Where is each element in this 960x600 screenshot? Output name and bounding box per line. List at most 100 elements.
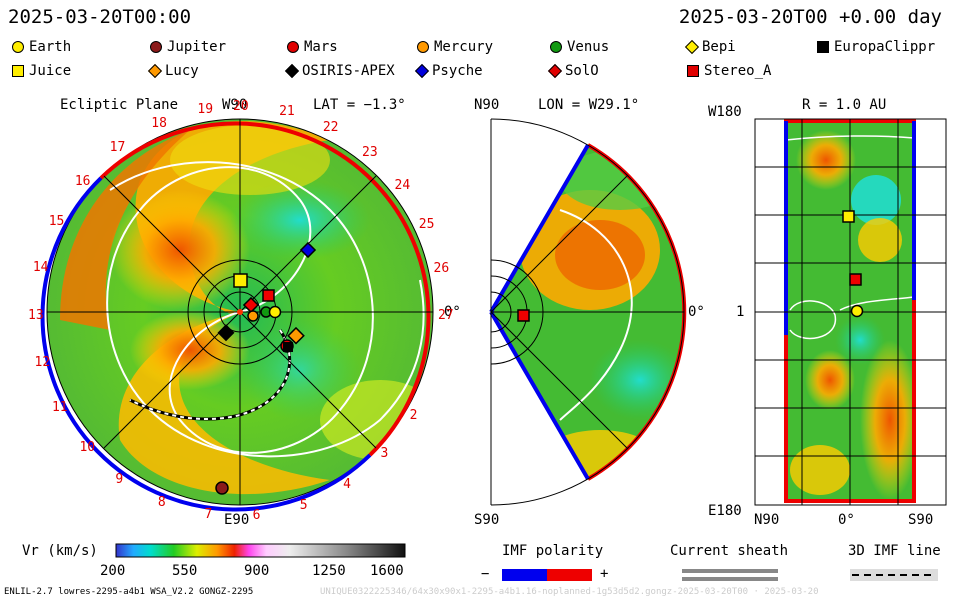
mercury-marker bbox=[247, 310, 259, 322]
meridional-top-label: N90 bbox=[474, 97, 500, 113]
legend-item-juice: Juice bbox=[12, 63, 71, 79]
psyche-marker bbox=[299, 241, 317, 259]
position-tick: 3 bbox=[380, 446, 389, 462]
imf-minus: − bbox=[481, 566, 490, 582]
legend-label: Jupiter bbox=[167, 39, 227, 55]
position-tick: 23 bbox=[362, 144, 378, 160]
position-tick: 12 bbox=[34, 355, 51, 371]
legend-item-bepi: Bepi bbox=[684, 39, 736, 55]
position-tick: 9 bbox=[115, 471, 124, 487]
radial-n: N90 bbox=[754, 512, 780, 528]
legend-label: SolO bbox=[565, 63, 599, 79]
legend-item-europaclippr: EuropaClippr bbox=[817, 39, 935, 55]
legend-label: Bepi bbox=[702, 39, 736, 55]
radial-zero: 0° bbox=[838, 512, 855, 528]
position-tick: 20 bbox=[233, 99, 249, 114]
circle-icon bbox=[150, 41, 162, 53]
position-tick: 10 bbox=[79, 439, 96, 455]
ecliptic-bottom-label: E90 bbox=[224, 512, 250, 528]
date-right: 2025-03-20T00 +0.00 day bbox=[678, 6, 942, 28]
solo-marker bbox=[242, 296, 260, 314]
earth-marker bbox=[268, 305, 282, 319]
ecliptic-top-label: W90 bbox=[222, 97, 248, 113]
juice-marker bbox=[233, 273, 248, 288]
position-tick: 13 bbox=[28, 307, 44, 323]
position-tick: 25 bbox=[418, 217, 435, 233]
colorbar-tick-1250: 1250 bbox=[312, 563, 346, 579]
ecliptic-plot bbox=[40, 118, 434, 512]
position-tick: 17 bbox=[109, 140, 126, 156]
legend-item-solo: SolO bbox=[547, 63, 599, 79]
date-left: 2025-03-20T00:00 bbox=[8, 6, 192, 28]
circle-icon bbox=[12, 41, 24, 53]
legend-label: Mars bbox=[304, 39, 338, 55]
legend-label: Stereo_A bbox=[704, 63, 772, 79]
meridional-lon: LON = W29.1° bbox=[538, 97, 640, 113]
imf-positive-swatch bbox=[547, 569, 592, 581]
legend-item-lucy: Lucy bbox=[147, 63, 199, 79]
stereo-a-marker bbox=[262, 289, 275, 302]
legend-item-mars: Mars bbox=[287, 39, 338, 55]
footer-model-info: ENLIL-2.7 lowres-2295-a4b1 WSA_V2.2 GONG… bbox=[4, 587, 254, 597]
legend-label: Earth bbox=[29, 39, 72, 55]
radial-plot bbox=[754, 118, 947, 506]
ecliptic-lat: LAT = −1.3° bbox=[313, 97, 406, 113]
meridional-stereo-a-marker bbox=[517, 309, 530, 322]
position-tick: 6 bbox=[252, 508, 261, 524]
legend-item-osiris-apex: OSIRIS-APEX bbox=[284, 63, 395, 79]
radial-s: S90 bbox=[908, 512, 934, 528]
meridional-right-label: 0° bbox=[688, 304, 705, 320]
square-icon bbox=[12, 65, 24, 77]
circle-icon bbox=[417, 41, 429, 53]
position-tick: 11 bbox=[51, 400, 68, 416]
position-tick: 21 bbox=[279, 104, 295, 120]
legend-item-earth: Earth bbox=[12, 39, 71, 55]
circle-icon bbox=[287, 41, 299, 53]
position-tick: 4 bbox=[343, 476, 351, 492]
legend-item-jupiter: Jupiter bbox=[150, 39, 226, 55]
legend-item-psyche: Psyche bbox=[414, 63, 483, 79]
osiris-apex-marker bbox=[217, 324, 235, 342]
position-tick: 7 bbox=[204, 507, 213, 522]
lucy-marker bbox=[287, 326, 305, 345]
position-tick: 24 bbox=[394, 177, 411, 193]
position-tick: 22 bbox=[322, 119, 339, 135]
velocity-colorbar bbox=[115, 543, 406, 558]
square-icon bbox=[817, 41, 829, 53]
footer-run-id: UNIQUE0322225346/64x30x90x1-2295-a4b1.16… bbox=[320, 587, 819, 597]
legend-label: Psyche bbox=[432, 63, 483, 79]
legend-label: OSIRIS-APEX bbox=[302, 63, 395, 79]
radial-juice-marker bbox=[842, 210, 855, 223]
ecliptic-title: Ecliptic Plane bbox=[60, 97, 179, 113]
legend-item-stereo-a: Stereo_A bbox=[687, 63, 771, 79]
colorbar-tick-900: 900 bbox=[244, 563, 270, 579]
imf-polarity-label: IMF polarity bbox=[502, 543, 604, 559]
meridional-bottom-label: S90 bbox=[474, 512, 500, 528]
position-tick: 2 bbox=[409, 408, 418, 424]
colorbar-tick-550: 550 bbox=[172, 563, 198, 579]
legend-item-venus: Venus bbox=[550, 39, 609, 55]
position-tick: 26 bbox=[433, 261, 450, 277]
legend-label: Juice bbox=[29, 63, 72, 79]
radial-stereo-a-marker bbox=[849, 273, 862, 286]
radial-r: R = 1.0 AU bbox=[802, 97, 887, 113]
position-tick: 15 bbox=[48, 214, 65, 230]
legend-item-mercury: Mercury bbox=[417, 39, 493, 55]
legend-label: Lucy bbox=[165, 63, 199, 79]
position-tick: 8 bbox=[157, 494, 166, 510]
legend-label: EuropaClippr bbox=[834, 39, 936, 55]
imf-plus: + bbox=[600, 566, 609, 582]
radial-earth-marker bbox=[850, 304, 864, 318]
radial-top-left: W180 bbox=[708, 104, 742, 120]
colorbar-tick-1600: 1600 bbox=[370, 563, 404, 579]
ecliptic-right-label: 0° bbox=[444, 304, 461, 320]
meridional-plot bbox=[489, 118, 687, 506]
square-icon bbox=[687, 65, 699, 77]
circle-icon bbox=[550, 41, 562, 53]
position-tick: 5 bbox=[299, 497, 308, 513]
radial-mid-left: 1 bbox=[736, 304, 745, 320]
jupiter-marker bbox=[215, 481, 229, 495]
position-tick: 18 bbox=[151, 116, 167, 131]
colorbar-tick-200: 200 bbox=[100, 563, 126, 579]
position-tick: 27 bbox=[437, 307, 454, 323]
